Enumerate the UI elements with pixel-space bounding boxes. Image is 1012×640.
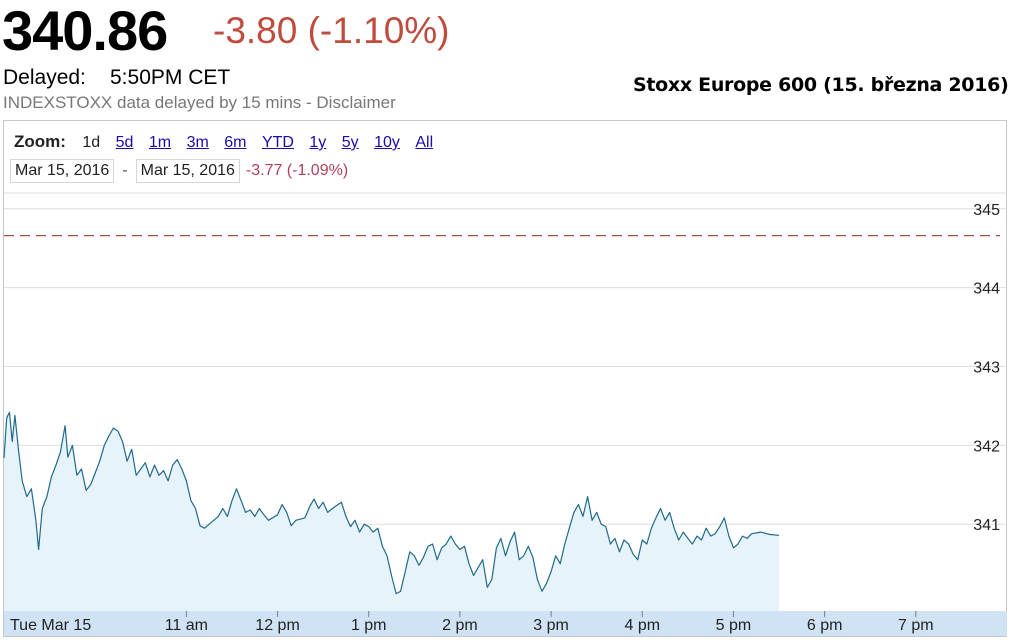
price-change: -3.80 (-1.10%) — [213, 10, 450, 51]
x-tick-label: 4 pm — [624, 617, 660, 634]
range-separator: - — [122, 162, 128, 179]
range-end-date-field[interactable]: Mar 15, 2016 — [135, 159, 240, 183]
zoom-option-1m[interactable]: 1m — [148, 134, 172, 151]
chart-panel — [3, 120, 1007, 637]
x-tick-label: 6 pm — [807, 617, 843, 634]
x-tick-label: Tue Mar 15 — [10, 617, 91, 634]
zoom-option-1d[interactable]: 1d — [82, 134, 101, 151]
series-line — [3, 411, 780, 595]
x-tick-label: 1 pm — [351, 617, 387, 634]
zoom-option-10y[interactable]: 10y — [374, 134, 400, 151]
series-area — [4, 412, 779, 611]
zoom-option-1y[interactable]: 1y — [309, 134, 327, 151]
zoom-option-5y[interactable]: 5y — [341, 134, 359, 151]
x-tick-label: 11 am — [165, 617, 208, 634]
y-tick-label: 342 — [973, 438, 1000, 455]
range-change: -3.77 (-1.09%) — [245, 162, 349, 179]
date-range-row: Mar 15, 2016- Mar 15, 2016 -3.77 (-1.09%) — [10, 159, 348, 183]
range-start-date-field[interactable]: Mar 15, 2016 — [10, 159, 115, 183]
zoom-bar: Zoom: 1d 5d 1m 3m 6m YTD 1y 5y 10y All — [14, 132, 444, 153]
last-price: 340.86 — [2, 0, 168, 62]
chart-caption: Stoxx Europe 600 (15. března 2016) — [633, 74, 1009, 96]
delay-disclaimer[interactable]: INDEXSTOXX data delayed by 15 mins - Dis… — [3, 93, 396, 112]
delayed-label: Delayed: — [3, 66, 86, 89]
zoom-option-all[interactable]: All — [415, 134, 434, 151]
x-tick-label: 12 pm — [255, 617, 299, 634]
y-tick-label: 344 — [973, 281, 1000, 298]
zoom-option-5d[interactable]: 5d — [115, 134, 134, 151]
y-tick-label: 341 — [973, 517, 1000, 534]
x-tick-label: 7 pm — [898, 617, 934, 634]
zoom-option-ytd[interactable]: YTD — [261, 134, 294, 151]
zoom-option-3m[interactable]: 3m — [186, 134, 209, 151]
zoom-label: Zoom: — [14, 132, 66, 151]
y-tick-label: 343 — [973, 360, 1000, 377]
zoom-option-6m[interactable]: 6m — [224, 134, 247, 151]
x-tick-label: 3 pm — [533, 617, 569, 634]
delayed-time: 5:50PM CET — [110, 66, 231, 89]
delayed-row: Delayed: 5:50PM CET — [3, 65, 230, 91]
y-tick-label: 345 — [973, 202, 1000, 219]
x-tick-label: 5 pm — [716, 617, 752, 634]
x-axis-band — [4, 611, 1007, 636]
x-tick-label: 2 pm — [442, 617, 478, 634]
